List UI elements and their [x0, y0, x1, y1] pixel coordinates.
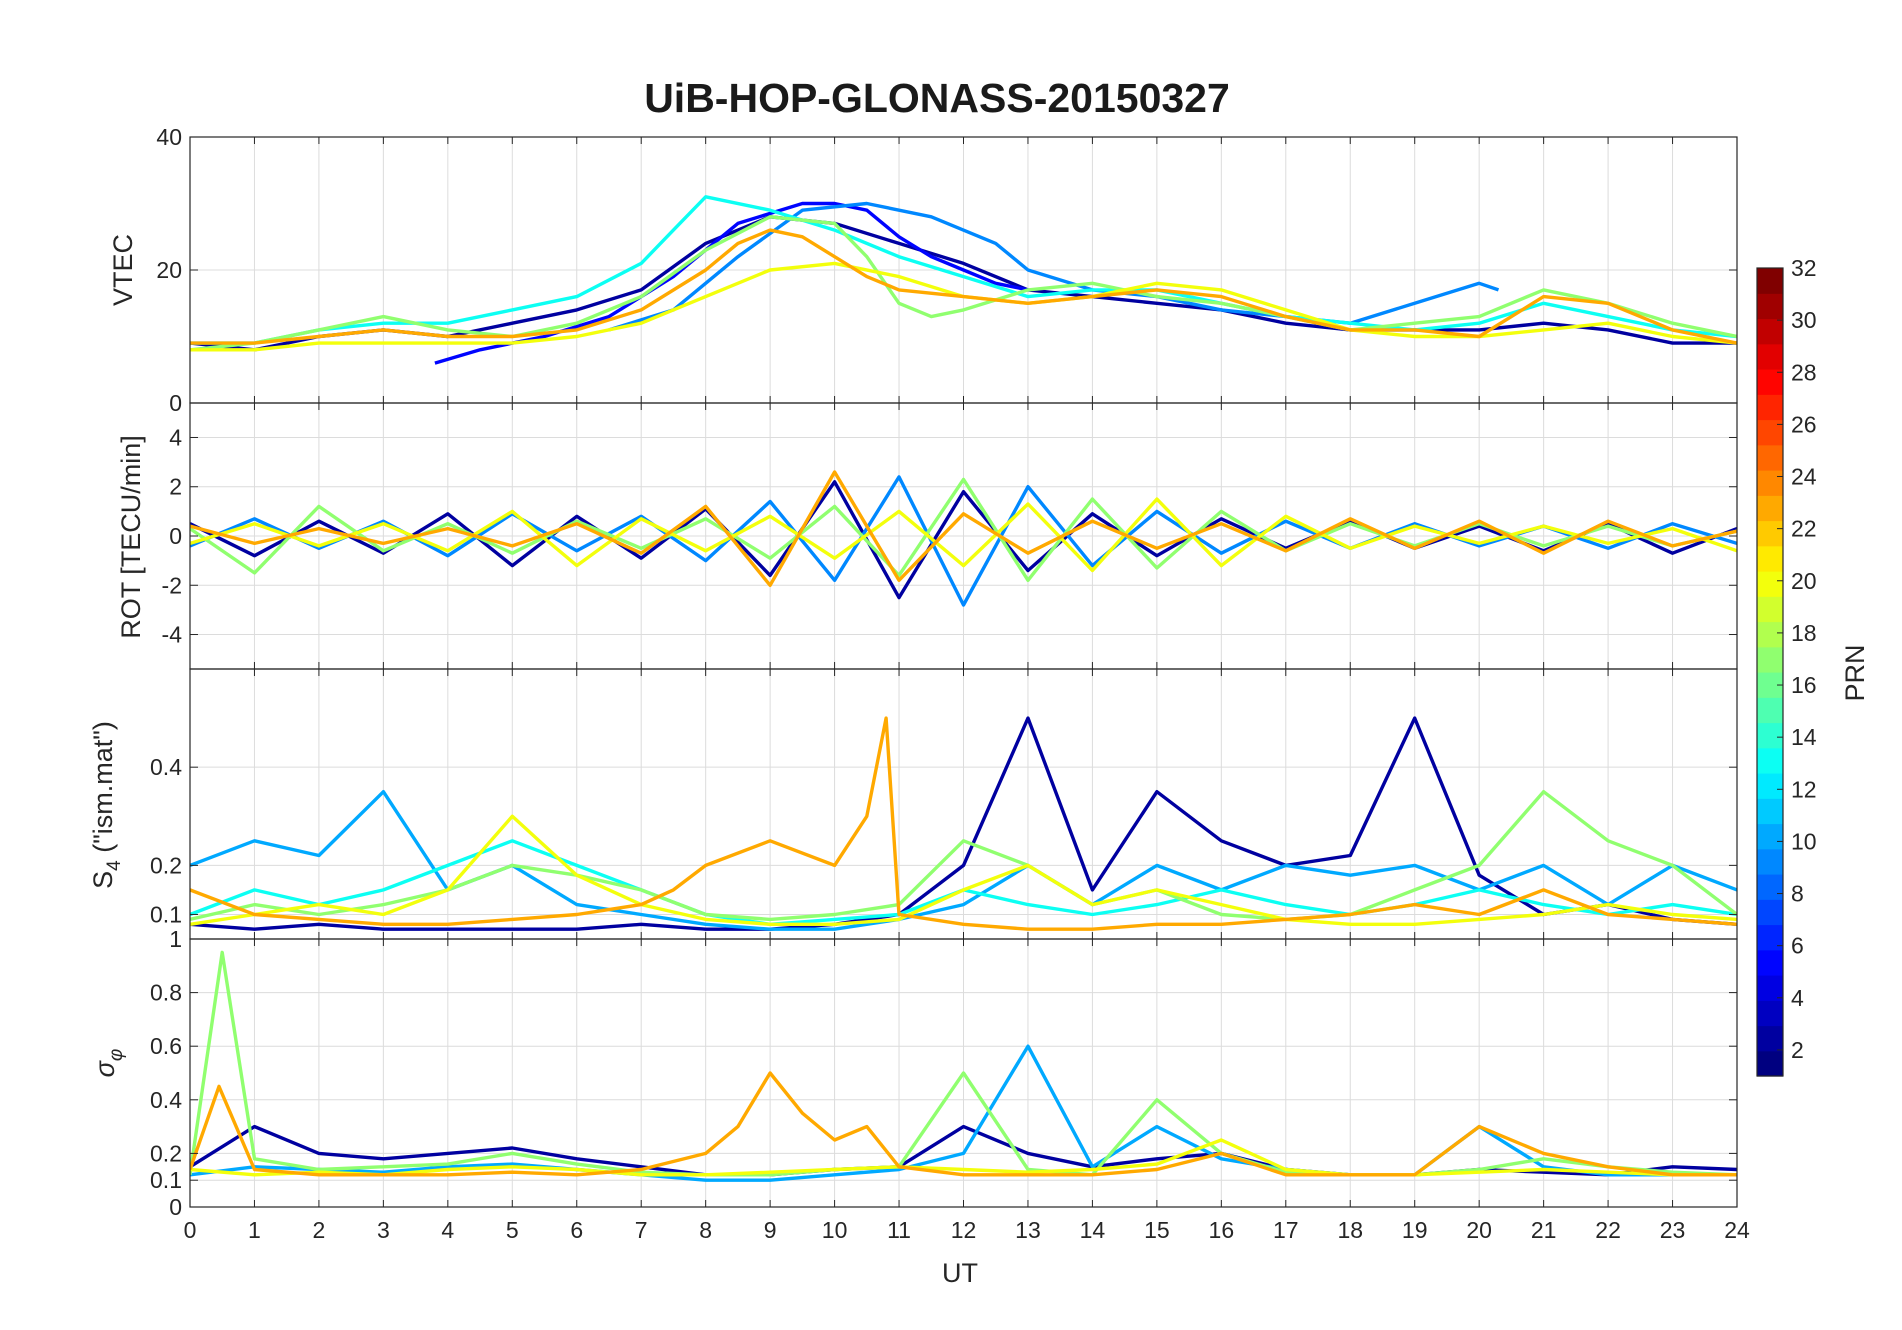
colorbar-tick-label: 30 [1791, 307, 1817, 333]
xtick-label: 19 [1402, 1217, 1428, 1243]
ytick-label: 0.1 [150, 1167, 182, 1193]
series-prn-20 [190, 497, 1737, 573]
ytick-label: 20 [156, 257, 182, 283]
series-prn-13 [190, 195, 1737, 345]
colorbar-tick-label: 10 [1791, 828, 1817, 854]
ylabel-s4-rest: ("ism.mat") [88, 721, 118, 860]
colorbar-tick-label: 24 [1791, 464, 1817, 490]
xtick-label: 1 [248, 1217, 261, 1243]
xtick-label: 3 [377, 1217, 390, 1243]
rot-panel: -4 -2 0 2 4 [162, 402, 1738, 670]
ylabel-sigma-phi: σφ [90, 1049, 127, 1078]
ylabel-s4: S4 ("ism.mat") [88, 721, 125, 889]
series-prn-23 [190, 470, 1737, 587]
xtick-label: 18 [1337, 1217, 1363, 1243]
ytick-label: 1 [169, 926, 182, 952]
ytick-label: -4 [162, 622, 183, 648]
series-prn-2 [190, 480, 1737, 600]
xtick-label: 14 [1080, 1217, 1106, 1243]
ytick-label: 0.4 [150, 754, 182, 780]
series-prn-2 [190, 716, 1737, 931]
colorbar-tick-label: 32 [1791, 255, 1817, 281]
xtick-label: 11 [887, 1217, 911, 1243]
ytick-label: 0.6 [150, 1033, 182, 1059]
colorbar-tick-label: 28 [1791, 359, 1817, 385]
series-prn-17 [190, 477, 1737, 582]
colorbar-tick-label: 22 [1791, 516, 1817, 542]
vtec-panel: 0 20 40 [156, 124, 1738, 416]
colorbar-tick-label: 4 [1791, 985, 1804, 1011]
series-prn-23 [190, 716, 1737, 931]
ytick-label: 0.2 [150, 852, 182, 878]
ylabel-s4-main: S [88, 871, 118, 889]
xtick-label: 13 [1015, 1217, 1041, 1243]
series-prn-17 [190, 950, 1737, 1177]
xtick-label: 6 [570, 1217, 583, 1243]
xtick-label: 21 [1531, 1217, 1557, 1243]
ylabel-s4-sub: 4 [104, 860, 125, 871]
colorbar-tick-label: 18 [1791, 620, 1817, 646]
xtick-label: 4 [441, 1217, 454, 1243]
colorbar-tick-label: 8 [1791, 881, 1804, 907]
xtick-label: 20 [1466, 1217, 1492, 1243]
xtick-label: 12 [951, 1217, 977, 1243]
ylabel-sigma-main: σ [90, 1059, 120, 1077]
ytick-label: 0 [169, 1194, 182, 1220]
colorbar-label: PRN [1840, 644, 1870, 701]
xtick-label: 23 [1660, 1217, 1686, 1243]
xtick-label: 7 [635, 1217, 648, 1243]
xtick-label: 10 [822, 1217, 848, 1243]
ylabel-vtec: VTEC [108, 234, 138, 306]
series-prn-9 [608, 201, 1500, 332]
s4-panel: 0.1 0.2 0.4 [150, 668, 1738, 940]
series-prn-23 [190, 1071, 1737, 1177]
colorbar-tick-label: 26 [1791, 411, 1817, 437]
ytick-label: 40 [156, 124, 182, 150]
xtick-label: 15 [1144, 1217, 1170, 1243]
xtick-label: 5 [506, 1217, 519, 1243]
ylabel-sigma-sub: φ [106, 1049, 127, 1061]
ytick-label: -2 [162, 572, 182, 598]
xtick-label: 22 [1595, 1217, 1621, 1243]
colorbar-tick-label: 2 [1791, 1037, 1804, 1063]
ytick-label: 0.2 [150, 1140, 182, 1166]
colorbar-tick-label: 16 [1791, 672, 1817, 698]
sigma-phi-panel: 00.10.20.40.60.810 1 2 3 4 5 6 7 8 9 10 11 12 13 14 15 1… [150, 926, 1750, 1243]
ytick-label: 0 [169, 390, 182, 416]
ytick-label: 2 [169, 474, 182, 500]
xtick-label: 9 [764, 1217, 777, 1243]
colorbar-tick-label: 14 [1791, 724, 1817, 750]
ytick-label: 0.8 [150, 980, 182, 1006]
xtick-label: 16 [1209, 1217, 1235, 1243]
xtick-label: 17 [1273, 1217, 1299, 1243]
xtick-label: 0 [184, 1217, 197, 1243]
colorbar-tick-label: 6 [1791, 933, 1804, 959]
colorbar-tick-label: 12 [1791, 776, 1817, 802]
ytick-label: 4 [169, 424, 182, 450]
colorbar-tick-label: 20 [1791, 568, 1817, 594]
series-prn-17 [190, 215, 1737, 352]
ylabel-rot: ROT [TECU/min] [116, 435, 146, 639]
xtick-label: 24 [1724, 1217, 1750, 1243]
ytick-label: 0.4 [150, 1087, 182, 1113]
series-prn-20 [190, 814, 1737, 926]
series-prn-23 [190, 228, 1737, 345]
chart-title: UiB-HOP-GLONASS-20150327 [644, 75, 1230, 121]
series-prn-9 [190, 475, 1737, 607]
xtick-label: 2 [313, 1217, 326, 1243]
series-prn-20 [190, 1138, 1737, 1177]
xlabel-ut: UT [942, 1258, 978, 1288]
xtick-label: 8 [699, 1217, 712, 1243]
ytick-label: 0 [169, 523, 182, 549]
ytick-label: 0.1 [150, 901, 182, 927]
